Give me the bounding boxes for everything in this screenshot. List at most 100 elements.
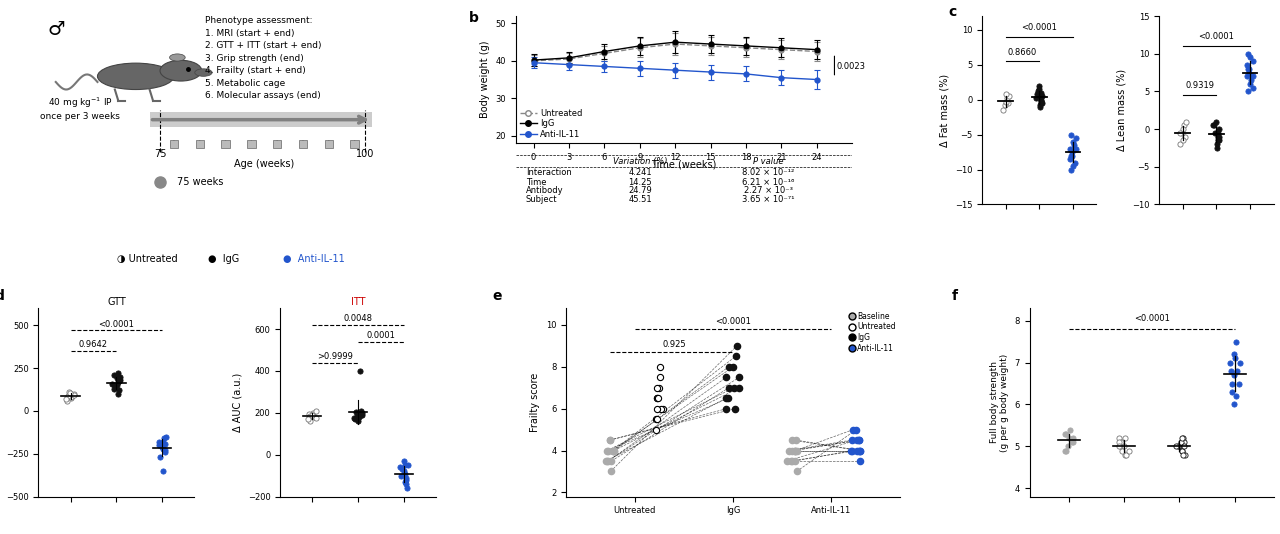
Point xyxy=(346,415,366,423)
Point xyxy=(1108,434,1129,442)
Point xyxy=(650,404,671,413)
Point xyxy=(1208,136,1229,145)
Point xyxy=(108,369,128,378)
Point xyxy=(1028,87,1048,96)
Point xyxy=(306,414,326,422)
Text: f: f xyxy=(952,289,957,303)
Point xyxy=(303,413,324,421)
Point xyxy=(108,389,128,398)
Point xyxy=(58,392,78,400)
Point xyxy=(600,436,621,444)
Point xyxy=(997,94,1018,103)
Point xyxy=(781,457,801,465)
Y-axis label: Δ Fat mass (%): Δ Fat mass (%) xyxy=(940,74,950,147)
Point xyxy=(1169,442,1189,451)
Point xyxy=(850,446,870,455)
Point xyxy=(850,457,870,465)
Point xyxy=(1064,141,1084,150)
Point xyxy=(1030,97,1051,105)
Bar xyxy=(247,140,256,148)
Point xyxy=(1059,434,1079,442)
Point xyxy=(343,414,364,422)
Point xyxy=(1239,68,1260,77)
Point xyxy=(155,439,175,448)
Text: e: e xyxy=(493,289,502,303)
Point xyxy=(1108,438,1129,446)
Point xyxy=(1222,388,1243,396)
Point xyxy=(1220,358,1240,367)
Point xyxy=(1166,442,1187,451)
Point xyxy=(104,371,124,379)
Point xyxy=(1029,103,1050,111)
Point xyxy=(1028,85,1048,93)
Ellipse shape xyxy=(195,69,212,76)
Point xyxy=(298,415,319,423)
Point xyxy=(1242,76,1262,84)
Point xyxy=(785,446,805,455)
Text: <0.0001: <0.0001 xyxy=(1198,33,1234,42)
Point xyxy=(59,388,79,396)
Bar xyxy=(351,140,358,148)
Point xyxy=(1207,132,1228,141)
Point xyxy=(302,411,323,419)
Point xyxy=(1030,96,1051,104)
Point xyxy=(786,446,806,455)
Text: <0.0001: <0.0001 xyxy=(1134,314,1170,323)
Point xyxy=(596,446,617,455)
Point xyxy=(109,386,129,395)
Point xyxy=(653,404,673,413)
Text: Interaction: Interaction xyxy=(526,169,572,177)
Point xyxy=(1062,162,1083,170)
Point xyxy=(849,436,869,444)
Text: 0.9642: 0.9642 xyxy=(79,340,108,349)
Point xyxy=(56,395,77,403)
Point xyxy=(648,415,668,423)
Point xyxy=(646,415,667,423)
Point xyxy=(781,446,801,455)
Point xyxy=(1061,130,1082,139)
Point xyxy=(349,367,370,375)
Point xyxy=(723,383,744,392)
Point xyxy=(1226,367,1247,375)
Text: d: d xyxy=(0,289,5,303)
Point xyxy=(723,363,744,371)
Point xyxy=(1174,438,1194,446)
Point xyxy=(396,461,416,469)
Point xyxy=(1238,50,1258,58)
Point xyxy=(998,92,1019,100)
Text: 0.9319: 0.9319 xyxy=(1185,82,1215,90)
Point xyxy=(396,474,416,482)
Point xyxy=(1208,136,1229,145)
Point xyxy=(841,446,861,455)
Point xyxy=(1226,392,1247,400)
Point xyxy=(60,389,81,397)
Point xyxy=(1062,434,1083,442)
Point xyxy=(841,436,861,444)
Point xyxy=(1032,89,1052,97)
Point xyxy=(1236,72,1257,81)
Point xyxy=(352,411,372,419)
Point xyxy=(1206,117,1226,126)
Point xyxy=(105,383,125,391)
Point xyxy=(996,90,1016,98)
Point xyxy=(1055,429,1075,438)
Point xyxy=(1171,438,1192,446)
Text: 2.27 × 10⁻³: 2.27 × 10⁻³ xyxy=(744,186,792,195)
Point xyxy=(1061,438,1082,446)
Point xyxy=(602,457,622,465)
Point xyxy=(348,417,369,426)
Point xyxy=(846,436,867,444)
Point xyxy=(1060,144,1080,153)
Point xyxy=(645,426,666,434)
Point xyxy=(718,394,739,403)
Point xyxy=(393,457,413,465)
Point xyxy=(1061,166,1082,174)
Point xyxy=(1222,379,1243,388)
Point xyxy=(63,391,83,400)
Point xyxy=(154,467,174,475)
Point xyxy=(650,373,671,381)
Text: Variation (%): Variation (%) xyxy=(613,157,668,166)
Text: 40 mg kg$^{-1}$ IP
once per 3 weeks: 40 mg kg$^{-1}$ IP once per 3 weeks xyxy=(40,95,120,121)
Point xyxy=(726,352,746,360)
Point xyxy=(1172,438,1193,446)
